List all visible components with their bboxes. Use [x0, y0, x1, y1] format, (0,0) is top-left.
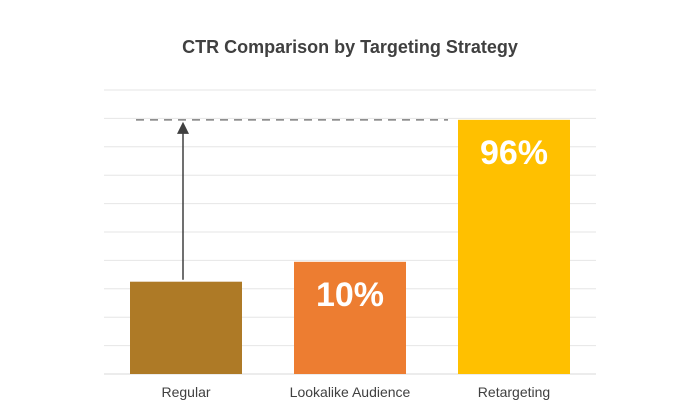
data-label: 10% — [316, 276, 384, 314]
bar-regular — [130, 281, 242, 374]
data-label: 96% — [480, 134, 548, 172]
x-tick-label: Regular — [161, 384, 210, 400]
bar-lookalike-audience — [294, 261, 406, 374]
x-tick-label: Retargeting — [478, 384, 550, 400]
data-labels: 10% 96% — [316, 134, 548, 314]
x-tick-label: Lookalike Audience — [290, 384, 411, 400]
chart-title: CTR Comparison by Targeting Strategy — [182, 37, 518, 57]
bar-retargeting — [458, 119, 570, 374]
x-axis-tick-labels: Regular Lookalike Audience Retargeting — [161, 384, 550, 400]
bars — [130, 119, 570, 374]
